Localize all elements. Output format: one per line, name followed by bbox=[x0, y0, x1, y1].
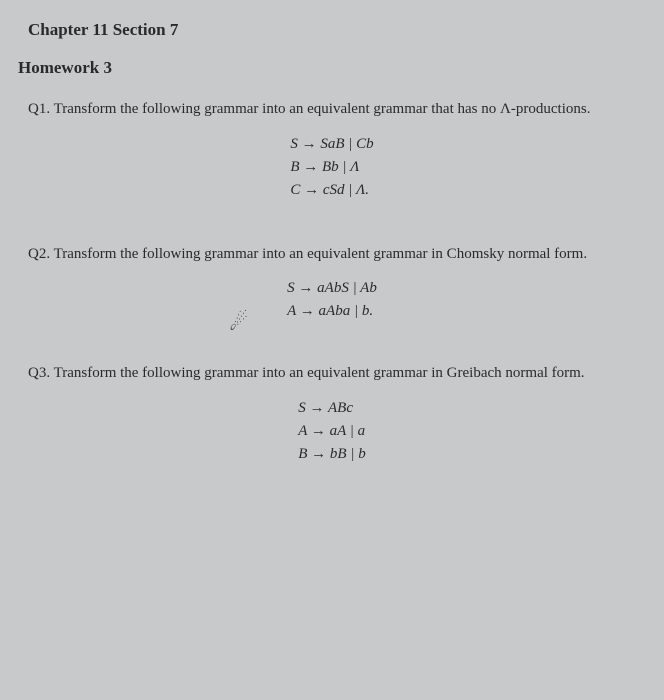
q1-rule-0: S → SaB | Cb bbox=[290, 136, 373, 153]
q2-rules: S → aAbS | Ab A → aAba | b. bbox=[28, 274, 636, 326]
q3-rule-0: S → ABc bbox=[298, 400, 365, 417]
homework-title: Homework 3 bbox=[18, 58, 636, 78]
q1-prompt: Q1. Transform the following grammar into… bbox=[28, 100, 636, 120]
question-3: Q3. Transform the following grammar into… bbox=[28, 364, 636, 469]
q2-text: Transform the following grammar into an … bbox=[54, 246, 588, 262]
chapter-title: Chapter 11 Section 7 bbox=[28, 20, 636, 40]
question-1: Q1. Transform the following grammar into… bbox=[28, 100, 636, 205]
q3-rule-2: B → bB | b bbox=[298, 446, 365, 463]
question-2: Q2. Transform the following grammar into… bbox=[28, 245, 636, 327]
q2-label: Q2. bbox=[28, 246, 50, 262]
q2-rule-1: A → aAba | b. bbox=[287, 303, 377, 320]
q2-rule-0: S → aAbS | Ab bbox=[287, 280, 377, 297]
q1-rule-2: C → cSd | Λ. bbox=[290, 182, 373, 199]
q3-text: Transform the following grammar into an … bbox=[54, 365, 585, 381]
q1-rule-1: B → Bb | Λ bbox=[290, 159, 373, 176]
q3-label: Q3. bbox=[28, 365, 50, 381]
q3-rules: S → ABc A → aA | a B → bB | b bbox=[28, 394, 636, 469]
q3-prompt: Q3. Transform the following grammar into… bbox=[28, 364, 636, 384]
q1-text: Transform the following grammar into an … bbox=[54, 101, 591, 117]
q2-prompt: Q2. Transform the following grammar into… bbox=[28, 245, 636, 265]
q3-rule-1: A → aA | a bbox=[298, 423, 365, 440]
q1-label: Q1. bbox=[28, 101, 50, 117]
q1-rules: S → SaB | Cb B → Bb | Λ C → cSd | Λ. bbox=[28, 130, 636, 205]
